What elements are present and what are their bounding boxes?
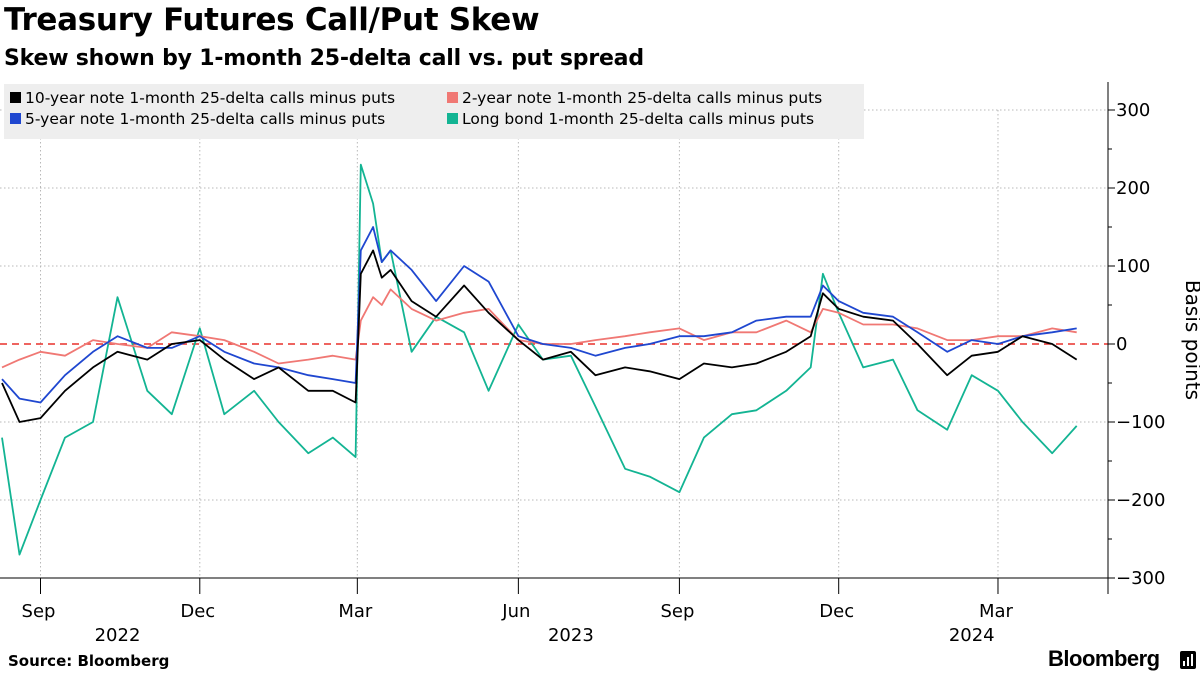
y-tick-label: −100	[1116, 412, 1165, 433]
legend-label: 5-year note 1-month 25-delta calls minus…	[25, 110, 385, 128]
y-tick-label: −300	[1116, 568, 1165, 589]
y-tick-label: 300	[1116, 100, 1150, 121]
series-lines	[1, 163, 1078, 556]
bloomberg-logo: Bloomberg	[1048, 646, 1160, 671]
x-year-label: 2024	[949, 625, 995, 646]
x-tick-label: Jun	[501, 601, 530, 622]
x-tick-label: Mar	[979, 601, 1014, 622]
series-line-ten-year	[1, 249, 1078, 423]
chart-title: Treasury Futures Call/Put Skew	[4, 2, 540, 38]
x-year-label: 2022	[95, 625, 141, 646]
chart-subtitle: Skew shown by 1-month 25-delta call vs. …	[4, 46, 644, 71]
y-tick-label: −200	[1116, 490, 1165, 511]
y-tick-label: 200	[1116, 178, 1150, 199]
x-tick-label: Dec	[819, 601, 854, 622]
legend-label: Long bond 1-month 25-delta calls minus p…	[462, 110, 814, 128]
legend-swatch	[10, 113, 21, 124]
y-axis-title: Basis points	[1181, 280, 1200, 400]
legend-swatch	[10, 92, 21, 103]
legend-background	[4, 84, 864, 139]
series-line-long-bond	[1, 163, 1078, 556]
x-tick-label: Mar	[338, 601, 373, 622]
legend-label: 10-year note 1-month 25-delta calls minu…	[25, 89, 395, 107]
x-tick-label: Dec	[180, 601, 215, 622]
x-tick-label: Sep	[22, 601, 56, 622]
y-tick-label: 0	[1116, 334, 1127, 355]
bloomberg-chart-icon	[1180, 651, 1196, 669]
x-year-label: 2023	[548, 625, 594, 646]
axes: 300 200 100 0 −100 −200 −300 Sep Dec Mar Jun Sep Dec…	[0, 82, 1200, 646]
legend: 10-year note 1-month 25-delta calls minu…	[4, 84, 864, 139]
legend-swatch	[447, 92, 458, 103]
legend-swatch	[447, 113, 458, 124]
series-line-five-year	[1, 226, 1077, 404]
x-tick-label: Sep	[660, 601, 694, 622]
source-note: Source: Bloomberg	[8, 652, 170, 670]
series-line-two-year	[1, 288, 1077, 369]
y-tick-label: 100	[1116, 256, 1150, 277]
legend-label: 2-year note 1-month 25-delta calls minus…	[462, 89, 822, 107]
